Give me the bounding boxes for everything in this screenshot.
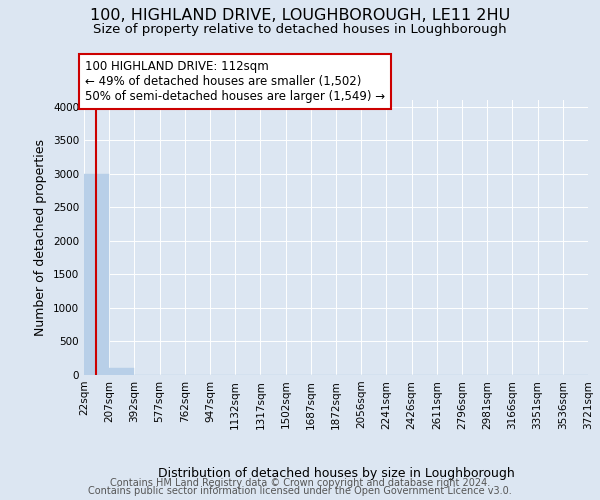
- Y-axis label: Number of detached properties: Number of detached properties: [34, 139, 47, 336]
- Text: Contains HM Land Registry data © Crown copyright and database right 2024.: Contains HM Land Registry data © Crown c…: [110, 478, 490, 488]
- Bar: [109, 368, 134, 375]
- Text: 100 HIGHLAND DRIVE: 112sqm
← 49% of detached houses are smaller (1,502)
50% of s: 100 HIGHLAND DRIVE: 112sqm ← 49% of deta…: [85, 60, 385, 104]
- Text: Size of property relative to detached houses in Loughborough: Size of property relative to detached ho…: [93, 22, 507, 36]
- Text: Contains public sector information licensed under the Open Government Licence v3: Contains public sector information licen…: [88, 486, 512, 496]
- Text: 100, HIGHLAND DRIVE, LOUGHBOROUGH, LE11 2HU: 100, HIGHLAND DRIVE, LOUGHBOROUGH, LE11 …: [90, 8, 510, 22]
- Text: Distribution of detached houses by size in Loughborough: Distribution of detached houses by size …: [158, 467, 514, 480]
- Bar: [84, 174, 109, 375]
